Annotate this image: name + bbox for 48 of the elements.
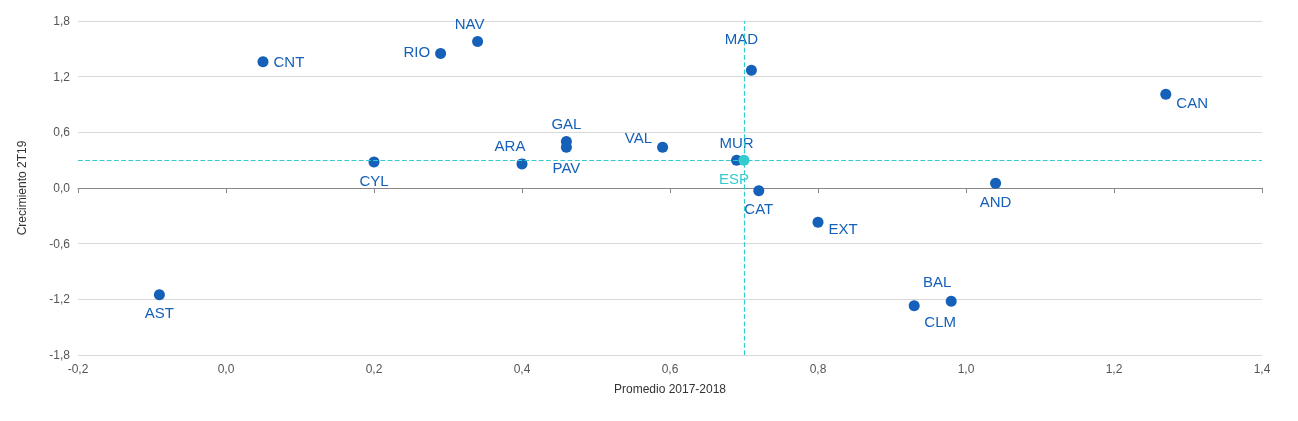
point: [908, 300, 920, 312]
y-tick-label: -1,2: [49, 292, 71, 307]
y-tick-label: 0,0: [53, 181, 71, 195]
data-label: CAN: [1176, 93, 1208, 111]
point: [812, 216, 824, 228]
x-tick-label: 0,6: [661, 362, 679, 376]
x-tick-label: 1,0: [957, 362, 975, 376]
y-tick-label: 1,8: [53, 14, 71, 28]
data-label: RIO: [403, 42, 431, 60]
x-tick-label: -0,2: [67, 362, 89, 376]
y-axis-title: Crecimiento 2T19: [15, 140, 29, 236]
point: [472, 35, 484, 47]
data-label: BAL: [923, 272, 952, 290]
data-label: AST: [144, 304, 174, 322]
data-label: MUR: [719, 133, 754, 151]
x-tick-label: 1,4: [1253, 362, 1271, 376]
data-label: AND: [979, 192, 1012, 210]
point: [657, 141, 669, 153]
data-label: CLM: [924, 313, 957, 331]
data-label: CNT: [273, 53, 305, 71]
point: [257, 56, 269, 68]
data-label: MAD: [724, 29, 759, 47]
data-label: ARA: [494, 137, 526, 155]
data-label: CAT: [744, 200, 774, 218]
data-label: GAL: [551, 115, 582, 133]
y-tick-label: 0,6: [53, 125, 71, 140]
point: [745, 64, 757, 76]
point: [1160, 88, 1172, 100]
x-axis-title: Promedio 2017-2018: [613, 382, 727, 396]
point: [435, 47, 447, 59]
x-tick-label: 0,0: [217, 362, 235, 376]
data-label: EXT: [828, 219, 858, 237]
x-tick-label: 0,2: [365, 362, 383, 376]
data-label: ESP: [718, 169, 750, 187]
point: [153, 289, 165, 301]
data-label: NAV: [454, 14, 485, 32]
data-label: CYL: [359, 171, 389, 189]
point: [990, 177, 1002, 189]
x-tick-label: 0,8: [809, 362, 827, 376]
x-tick-label: 1,2: [1105, 362, 1123, 376]
data-label: VAL: [624, 128, 653, 146]
point: [753, 185, 765, 197]
data-label: PAV: [552, 158, 581, 176]
y-tick-label: 1,2: [53, 69, 71, 84]
x-tick-label: 0,4: [513, 362, 531, 376]
y-tick-label: -0,6: [49, 236, 71, 251]
y-tick-label: -1,8: [49, 348, 71, 362]
point: [945, 295, 957, 307]
